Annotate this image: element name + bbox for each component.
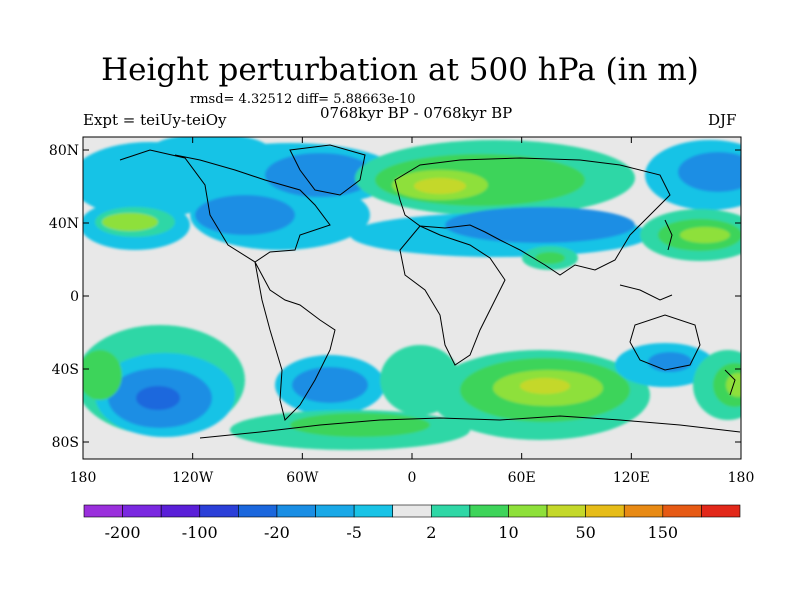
colorbar-swatch (469, 504, 509, 518)
colorbar-swatch (122, 504, 162, 518)
contour-region (535, 252, 565, 264)
y-tick-label: 40S (52, 362, 79, 378)
experiment-label: Expt = teiUy-teiOy (83, 111, 227, 129)
colorbar-label: -100 (182, 523, 218, 542)
contour-region (83, 350, 122, 400)
contour-region (678, 152, 741, 192)
coastline (724, 369, 736, 396)
y-axis: 80N 40N 0 40S 80S (49, 143, 741, 451)
colorbar-swatch (585, 504, 625, 518)
coastline (399, 225, 506, 366)
colorbar-swatch (353, 504, 394, 518)
contour-region (136, 386, 180, 410)
colorbar-label: 2 (426, 523, 436, 542)
contour-region (150, 137, 270, 166)
contour-region (292, 367, 368, 403)
colorbar-label: 50 (575, 523, 595, 542)
x-tick-label: 60W (286, 470, 319, 486)
colorbar-swatch (238, 504, 278, 518)
contour-region (290, 413, 430, 437)
plot-title: Height perturbation at 500 hPa (in m) (101, 52, 699, 88)
contour-region (726, 373, 741, 397)
colorbar-swatch (83, 504, 123, 518)
contour-region (680, 227, 730, 243)
coastline (119, 149, 331, 263)
coastline (664, 219, 673, 251)
coastline (289, 144, 366, 196)
colorbar-swatch (315, 504, 355, 518)
contour-region (445, 207, 635, 243)
x-tick-label: 0 (408, 470, 417, 486)
y-tick-label: 80S (52, 435, 79, 451)
y-tick-label: 0 (70, 289, 79, 305)
colorbar-swatch (199, 504, 239, 518)
colorbar-label: 150 (648, 523, 679, 542)
colorbar-label: 10 (498, 523, 518, 542)
contour-region (265, 153, 375, 197)
season-label: DJF (708, 111, 737, 129)
x-tick-label: 120E (613, 470, 650, 486)
colorbar-swatch (662, 504, 702, 518)
contour-region (414, 178, 466, 194)
coastline (199, 415, 741, 439)
stats-line: rmsd= 4.32512 diff= 5.88663e-10 (190, 92, 416, 107)
colorbar-label: -20 (264, 523, 290, 542)
contour-region (520, 378, 570, 394)
y-tick-label: 80N (49, 143, 79, 159)
colorbar-swatch (392, 504, 432, 518)
x-axis: 180 120W 60W 0 60E 120E 180 (70, 137, 755, 486)
colorbar-swatch (623, 504, 664, 518)
coastline (619, 284, 673, 301)
coastline (254, 261, 336, 421)
colorbar-swatch (508, 504, 548, 518)
x-tick-label: 120W (172, 470, 214, 486)
colorbar-swatch (430, 504, 471, 518)
colorbar-swatch (160, 504, 201, 518)
coastline (394, 157, 671, 276)
x-tick-label: 60E (508, 470, 536, 486)
colorbar-label: -200 (105, 523, 141, 542)
x-tick-label: 180 (728, 470, 755, 486)
coastline (629, 314, 701, 371)
period-label: 0768kyr BP - 0768kyr BP (320, 104, 513, 122)
x-tick-label: 180 (70, 470, 97, 486)
y-tick-label: 40N (49, 216, 79, 232)
colorbar-swatch (701, 504, 741, 518)
contour-region (195, 195, 295, 235)
colorbar-label: -5 (346, 523, 362, 542)
colorbar-swatch (546, 504, 586, 518)
contour-region (102, 213, 158, 231)
colorbar: -200 -100 -20 -5 2 10 50 150 (83, 504, 741, 542)
colorbar-swatch (276, 504, 316, 518)
contour-field (83, 137, 741, 450)
coastlines (119, 144, 741, 439)
